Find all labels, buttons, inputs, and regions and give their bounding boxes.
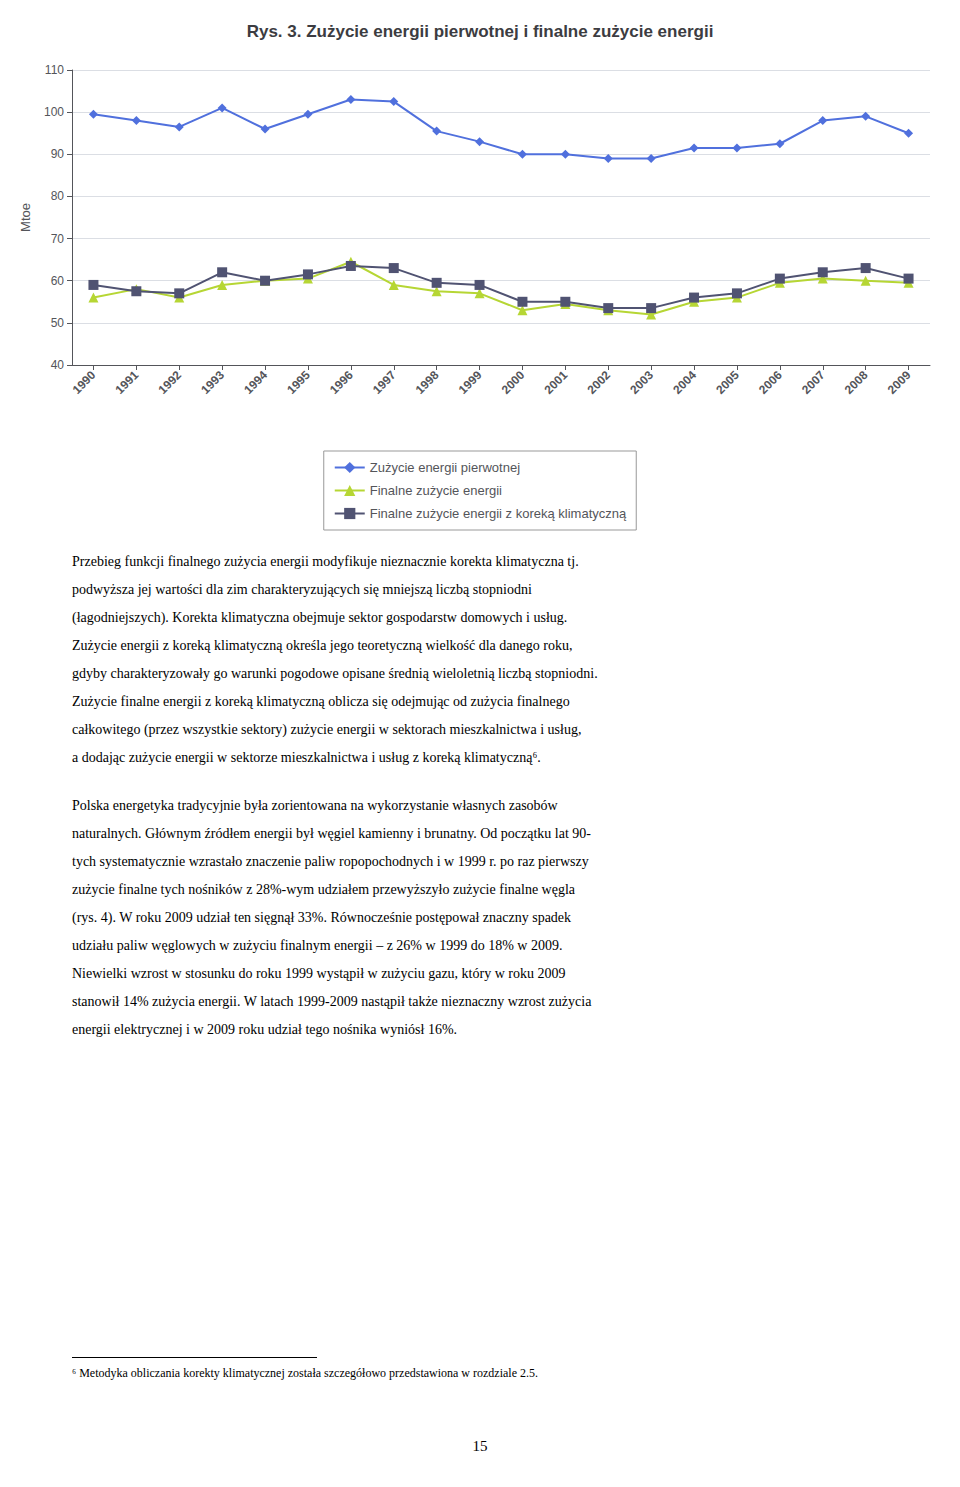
svg-text:40: 40 <box>51 358 65 372</box>
svg-text:80: 80 <box>51 189 65 203</box>
svg-text:Finalne zużycie energii: Finalne zużycie energii <box>370 483 502 498</box>
svg-text:Rys. 3. Zużycie energii pierwo: Rys. 3. Zużycie energii pierwotnej i fin… <box>247 22 714 41</box>
html-text:zużycie finalne tych nośników: zużycie finalne tych nośników z 28%-wym … <box>72 882 575 897</box>
html-text:udziału paliw węglowych w zuży: udziału paliw węglowych w zużyciu finaln… <box>72 938 563 953</box>
html-text:(rys. 4). W roku 2009 udział t: (rys. 4). W roku 2009 udział ten sięgnął… <box>72 910 572 925</box>
html-text:15: 15 <box>472 1438 488 1454</box>
svg-text:2007: 2007 <box>799 368 828 397</box>
html-text:podwyższa jej wartości dla zim: podwyższa jej wartości dla zim charakter… <box>72 582 532 597</box>
html-text:stanowił 14% zużycia energii.: stanowił 14% zużycia energii. W latach 1… <box>72 994 592 1009</box>
html-text:całkowitego (przez wszystkie s: całkowitego (przez wszystkie sektory) zu… <box>72 722 582 737</box>
html-text:Niewielki wzrost w stosunku do: Niewielki wzrost w stosunku do roku 1999… <box>72 966 566 981</box>
svg-text:2009: 2009 <box>885 368 914 397</box>
html-text:Zużycie energii z koreką klima: Zużycie energii z koreką klimatyczną okr… <box>72 638 573 653</box>
html-text:Przebieg funkcji finalnego zuż: Przebieg funkcji finalnego zużycia energ… <box>72 554 579 569</box>
svg-text:110: 110 <box>45 63 64 77</box>
html-text:(łagodniejszych). Korekta klim: (łagodniejszych). Korekta klimatyczna ob… <box>72 610 568 625</box>
svg-text:1992: 1992 <box>155 368 184 397</box>
svg-text:100: 100 <box>44 105 64 119</box>
svg-text:2005: 2005 <box>713 368 742 397</box>
svg-text:2008: 2008 <box>842 368 871 397</box>
svg-text:2002: 2002 <box>584 368 613 397</box>
svg-text:2003: 2003 <box>627 368 656 397</box>
svg-text:1995: 1995 <box>284 368 313 397</box>
svg-text:2004: 2004 <box>670 368 699 397</box>
html-text:Polska energetyka tradycyjnie: Polska energetyka tradycyjnie była zorie… <box>72 798 558 813</box>
svg-text:Finalne zużycie energii z kore: Finalne zużycie energii z koreką klimaty… <box>370 506 627 521</box>
html-text:⁶ Metodyka obliczania korekty: ⁶ Metodyka obliczania korekty klimatyczn… <box>72 1366 538 1380</box>
svg-text:2001: 2001 <box>542 368 571 397</box>
svg-text:60: 60 <box>51 274 65 288</box>
html-text:energii elektrycznej i w 2009: energii elektrycznej i w 2009 roku udzia… <box>72 1022 457 1037</box>
svg-text:2006: 2006 <box>756 368 785 397</box>
svg-text:1990: 1990 <box>70 368 99 397</box>
svg-text:Zużycie energii pierwotnej: Zużycie energii pierwotnej <box>370 460 520 475</box>
svg-text:1997: 1997 <box>370 368 399 397</box>
html-text:naturalnych. Głównym źródłem e: naturalnych. Głównym źródłem energii był… <box>72 826 591 841</box>
html-text:Zużycie finalne energii z kore: Zużycie finalne energii z koreką klimaty… <box>72 694 570 709</box>
svg-text:90: 90 <box>51 147 65 161</box>
svg-text:1993: 1993 <box>198 368 227 397</box>
svg-text:50: 50 <box>51 316 65 330</box>
svg-text:1991: 1991 <box>113 368 142 397</box>
html-text:gdyby charakteryzowały go waru: gdyby charakteryzowały go warunki pogodo… <box>72 666 598 681</box>
svg-text:1994: 1994 <box>241 368 270 397</box>
svg-text:1996: 1996 <box>327 368 356 397</box>
svg-text:70: 70 <box>51 232 65 246</box>
html-text:a dodając zużycie energii w se: a dodając zużycie energii w sektorze mie… <box>72 750 541 765</box>
html-text:tych systematycznie wzrastało: tych systematycznie wzrastało znaczenie … <box>72 854 589 869</box>
svg-text:1999: 1999 <box>456 368 485 397</box>
svg-text:2000: 2000 <box>499 368 528 397</box>
svg-text:Mtoe: Mtoe <box>18 203 33 232</box>
svg-text:1998: 1998 <box>413 368 442 397</box>
